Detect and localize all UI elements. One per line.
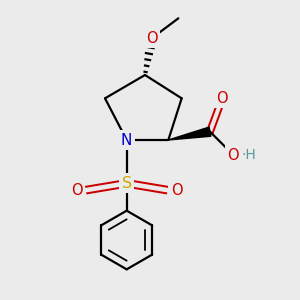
Polygon shape [168,127,211,140]
Text: O: O [216,91,227,106]
Text: S: S [122,176,132,191]
Text: ·H: ·H [242,148,256,162]
Text: O: O [227,148,239,163]
Text: O: O [146,31,158,46]
Text: O: O [71,182,83,197]
Text: O: O [171,182,182,197]
Text: N: N [121,133,132,148]
